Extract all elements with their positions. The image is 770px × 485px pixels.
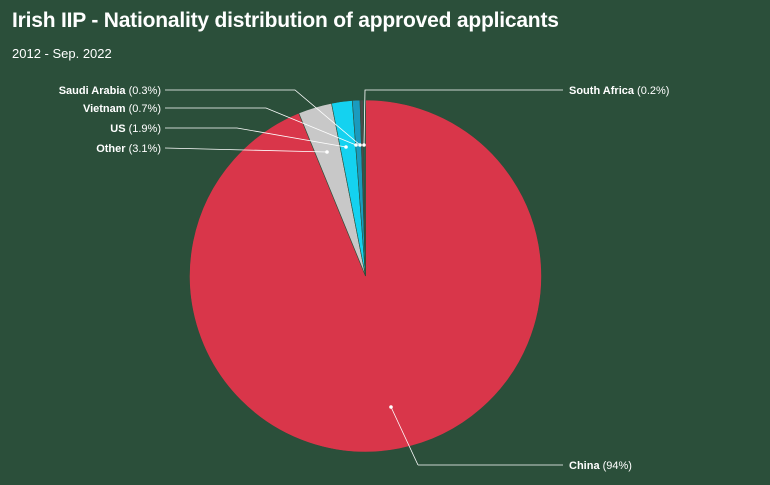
slice-label-china: China (94%) <box>569 460 632 472</box>
slice-label-saudi-arabia: Saudi Arabia (0.3%) <box>59 85 161 97</box>
slice-label-vietnam: Vietnam (0.7%) <box>83 103 161 115</box>
chart-title: Irish IIP - Nationality distribution of … <box>12 9 559 32</box>
slice-label-other: Other (3.1%) <box>96 143 161 155</box>
leader-line <box>165 89 361 146</box>
leader-line <box>164 147 328 153</box>
slice-label-us: US (1.9%) <box>110 123 161 135</box>
leader-line <box>363 89 563 146</box>
leader-dot <box>362 143 366 147</box>
leader-dot <box>344 145 348 149</box>
leader-dot <box>358 143 362 147</box>
slice-label-south-africa: South Africa (0.2%) <box>569 85 669 97</box>
leader-line <box>165 127 347 148</box>
chart-subtitle: 2012 - Sep. 2022 <box>12 46 112 61</box>
leader-dot <box>354 143 358 147</box>
leader-line <box>165 107 357 146</box>
leader-dot <box>325 150 329 154</box>
leader-line <box>390 406 419 466</box>
